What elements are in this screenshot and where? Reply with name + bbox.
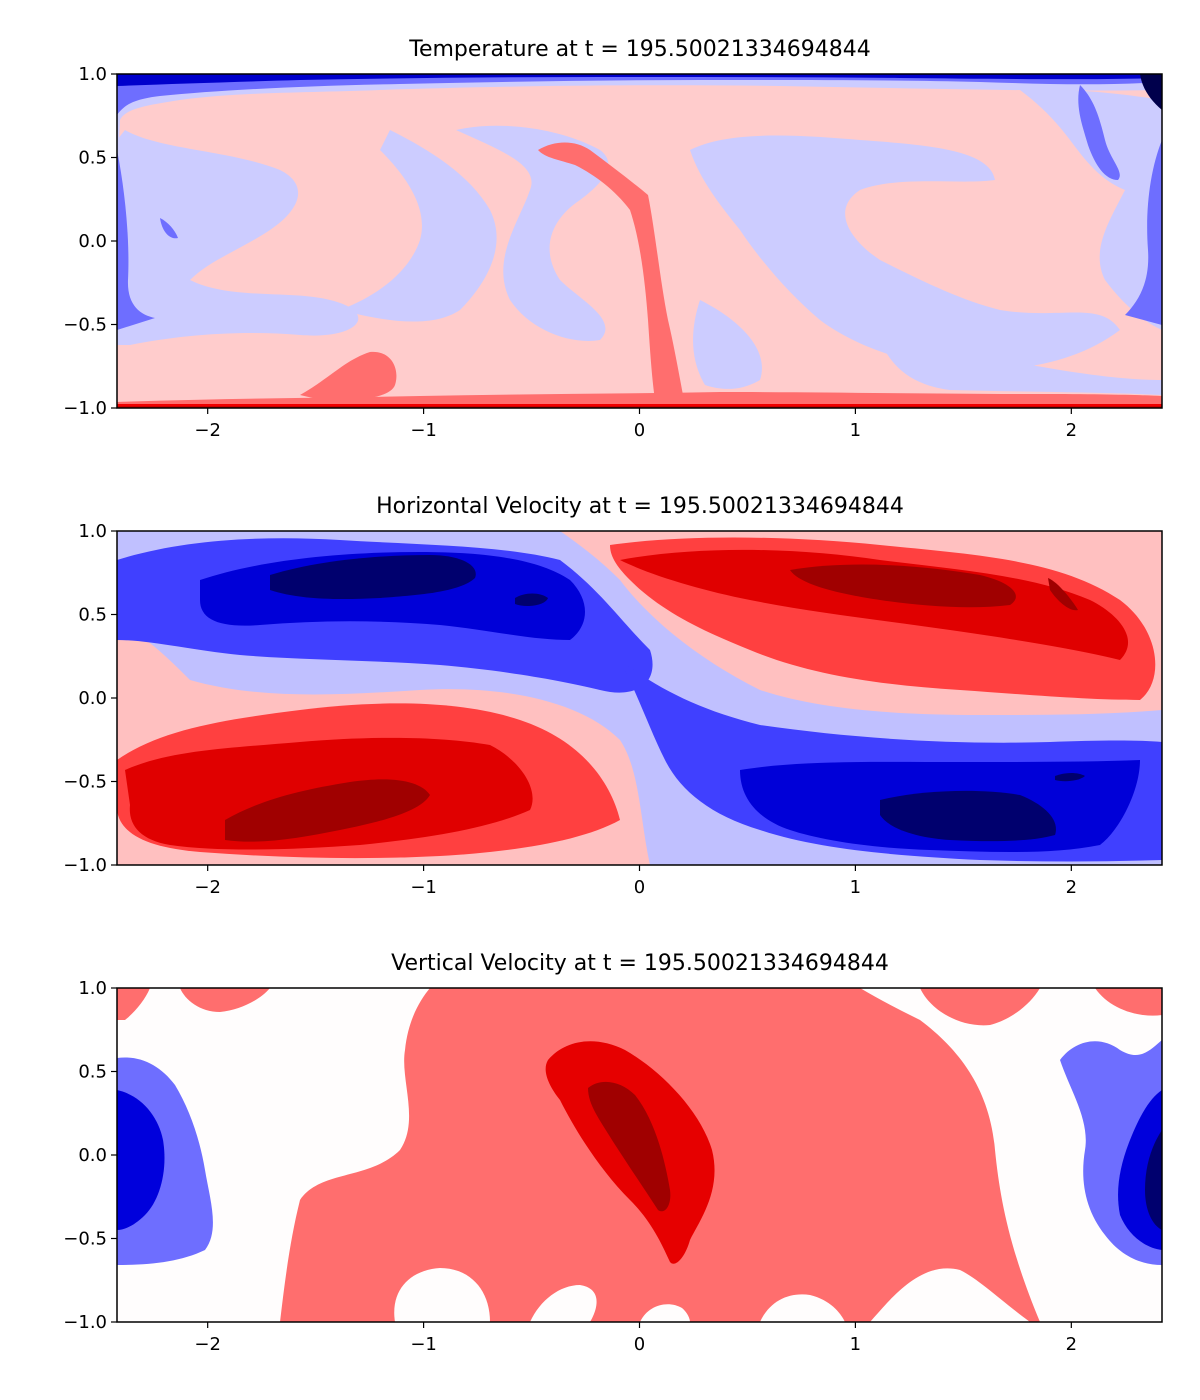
temperature-blue-top	[117, 74, 1162, 115]
vertical-velocity-title: Vertical Velocity at t = 195.50021334694…	[391, 951, 889, 976]
horizontal-velocity-y-ticks: 1.0 0.5 0.0 −0.5 −1.0	[63, 521, 117, 876]
horizontal-velocity-x-tick-label: −2	[194, 877, 221, 898]
temperature-y-ticks: 1.0 0.5 0.0 −0.5 −1.0	[63, 64, 117, 419]
horizontal-velocity-contours	[117, 531, 1162, 865]
vertical-velocity-x-tick-label: −1	[410, 1334, 437, 1355]
temperature-blue-left-wall	[117, 150, 155, 330]
vvel-lightred-top-left2	[180, 988, 270, 1012]
horizontal-velocity-x-tick-label: 2	[1066, 877, 1077, 898]
vvel-white-hole-bottom-right	[760, 1294, 845, 1322]
temperature-y-tick-label: 1.0	[78, 64, 107, 85]
hvel-maroon-lower-left	[225, 779, 430, 842]
vvel-white-hole-bottom-center	[530, 1285, 597, 1322]
vvel-white-hole-bottom-left	[394, 1268, 490, 1322]
vertical-velocity-x-ticks: −2 −1 0 1 2	[194, 1322, 1077, 1355]
vertical-velocity-y-tick-label: −1.0	[63, 1312, 107, 1333]
horizontal-velocity-x-tick-label: 0	[634, 877, 645, 898]
vvel-navy-right-wall	[1145, 1130, 1162, 1230]
vvel-maroon-core	[588, 1081, 671, 1212]
hvel-navy-upper-left	[270, 555, 476, 600]
temperature-x-tick-label: 1	[850, 420, 861, 441]
vertical-velocity-y-tick-label: 0.5	[78, 1062, 107, 1083]
horizontal-velocity-x-tick-label: 1	[850, 877, 861, 898]
horizontal-velocity-y-tick-label: 1.0	[78, 521, 107, 542]
vertical-velocity-y-tick-label: 1.0	[78, 978, 107, 999]
temperature-panel: Temperature at t = 195.50021334694844	[63, 37, 1163, 441]
temperature-cold-region-mid-left	[117, 130, 359, 345]
temperature-y-tick-label: −1.0	[63, 398, 107, 419]
horizontal-velocity-title: Horizontal Velocity at t = 195.500213346…	[376, 494, 904, 519]
temperature-cold-region-right	[690, 135, 1120, 370]
temperature-x-tick-label: −1	[410, 420, 437, 441]
hvel-navy-small-blob-lower	[1055, 773, 1085, 782]
horizontal-velocity-panel: Horizontal Velocity at t = 195.500213346…	[63, 494, 1163, 898]
hvel-maroon-small-upper-right	[1048, 578, 1078, 611]
temperature-hot-bottom-left-tongue	[300, 351, 397, 402]
horizontal-velocity-y-tick-label: −0.5	[63, 772, 107, 793]
vertical-velocity-x-tick-label: 1	[850, 1334, 861, 1355]
vertical-velocity-x-tick-label: −2	[194, 1334, 221, 1355]
temperature-x-ticks: −2 −1 0 1 2	[194, 408, 1077, 441]
temperature-x-tick-label: 0	[634, 420, 645, 441]
hvel-darkred-upper-right	[620, 549, 1129, 660]
horizontal-velocity-y-tick-label: −1.0	[63, 855, 107, 876]
temperature-blue-left-blob	[160, 218, 178, 239]
hvel-navy-lower-right	[880, 790, 1056, 842]
temperature-title: Temperature at t = 195.50021334694844	[408, 37, 870, 62]
vvel-lightred-top-left	[117, 988, 150, 1020]
vertical-velocity-contours	[117, 988, 1162, 1322]
temperature-hot-plume	[538, 142, 684, 400]
vvel-blue-left-wall	[117, 1090, 165, 1230]
vertical-velocity-y-ticks: 1.0 0.5 0.0 −0.5 −1.0	[63, 978, 117, 1333]
horizontal-velocity-y-tick-label: 0.0	[78, 688, 107, 709]
hvel-navy-small-blob-upper	[515, 593, 548, 606]
temperature-cold-region-bottom-right	[880, 340, 1162, 395]
temperature-contours	[117, 74, 1162, 408]
horizontal-velocity-x-ticks: −2 −1 0 1 2	[194, 865, 1077, 898]
temperature-cold-region-right-upper	[1020, 89, 1162, 330]
horizontal-velocity-y-tick-label: 0.5	[78, 605, 107, 626]
horizontal-velocity-x-tick-label: −1	[410, 877, 437, 898]
vertical-velocity-y-tick-label: −0.5	[63, 1229, 107, 1250]
temperature-x-tick-label: 2	[1066, 420, 1077, 441]
vertical-velocity-y-tick-label: 0.0	[78, 1145, 107, 1166]
temperature-x-tick-label: −2	[194, 420, 221, 441]
temperature-blue-right-blob	[1078, 85, 1120, 180]
hvel-maroon-upper-right	[790, 564, 1016, 608]
temperature-y-tick-label: −0.5	[63, 315, 107, 336]
temperature-y-tick-label: 0.0	[78, 231, 107, 252]
temperature-darkblue-top	[117, 74, 1162, 86]
vvel-lightred-top-right	[920, 988, 1040, 1026]
vertical-velocity-x-tick-label: 0	[634, 1334, 645, 1355]
temperature-y-tick-label: 0.5	[78, 148, 107, 169]
temperature-cold-region-center	[340, 130, 497, 322]
vvel-white-hole-bottom-mid	[640, 1304, 690, 1322]
temperature-darkblue-corner	[1140, 74, 1162, 110]
temperature-cold-region-bottom-mid	[693, 300, 762, 389]
vertical-velocity-x-tick-label: 2	[1066, 1334, 1077, 1355]
temperature-cold-region-center2	[456, 125, 609, 341]
vvel-lightred-top-right2	[1095, 988, 1162, 1016]
temperature-blue-right-wall	[1125, 140, 1162, 325]
vertical-velocity-panel: Vertical Velocity at t = 195.50021334694…	[63, 951, 1163, 1355]
